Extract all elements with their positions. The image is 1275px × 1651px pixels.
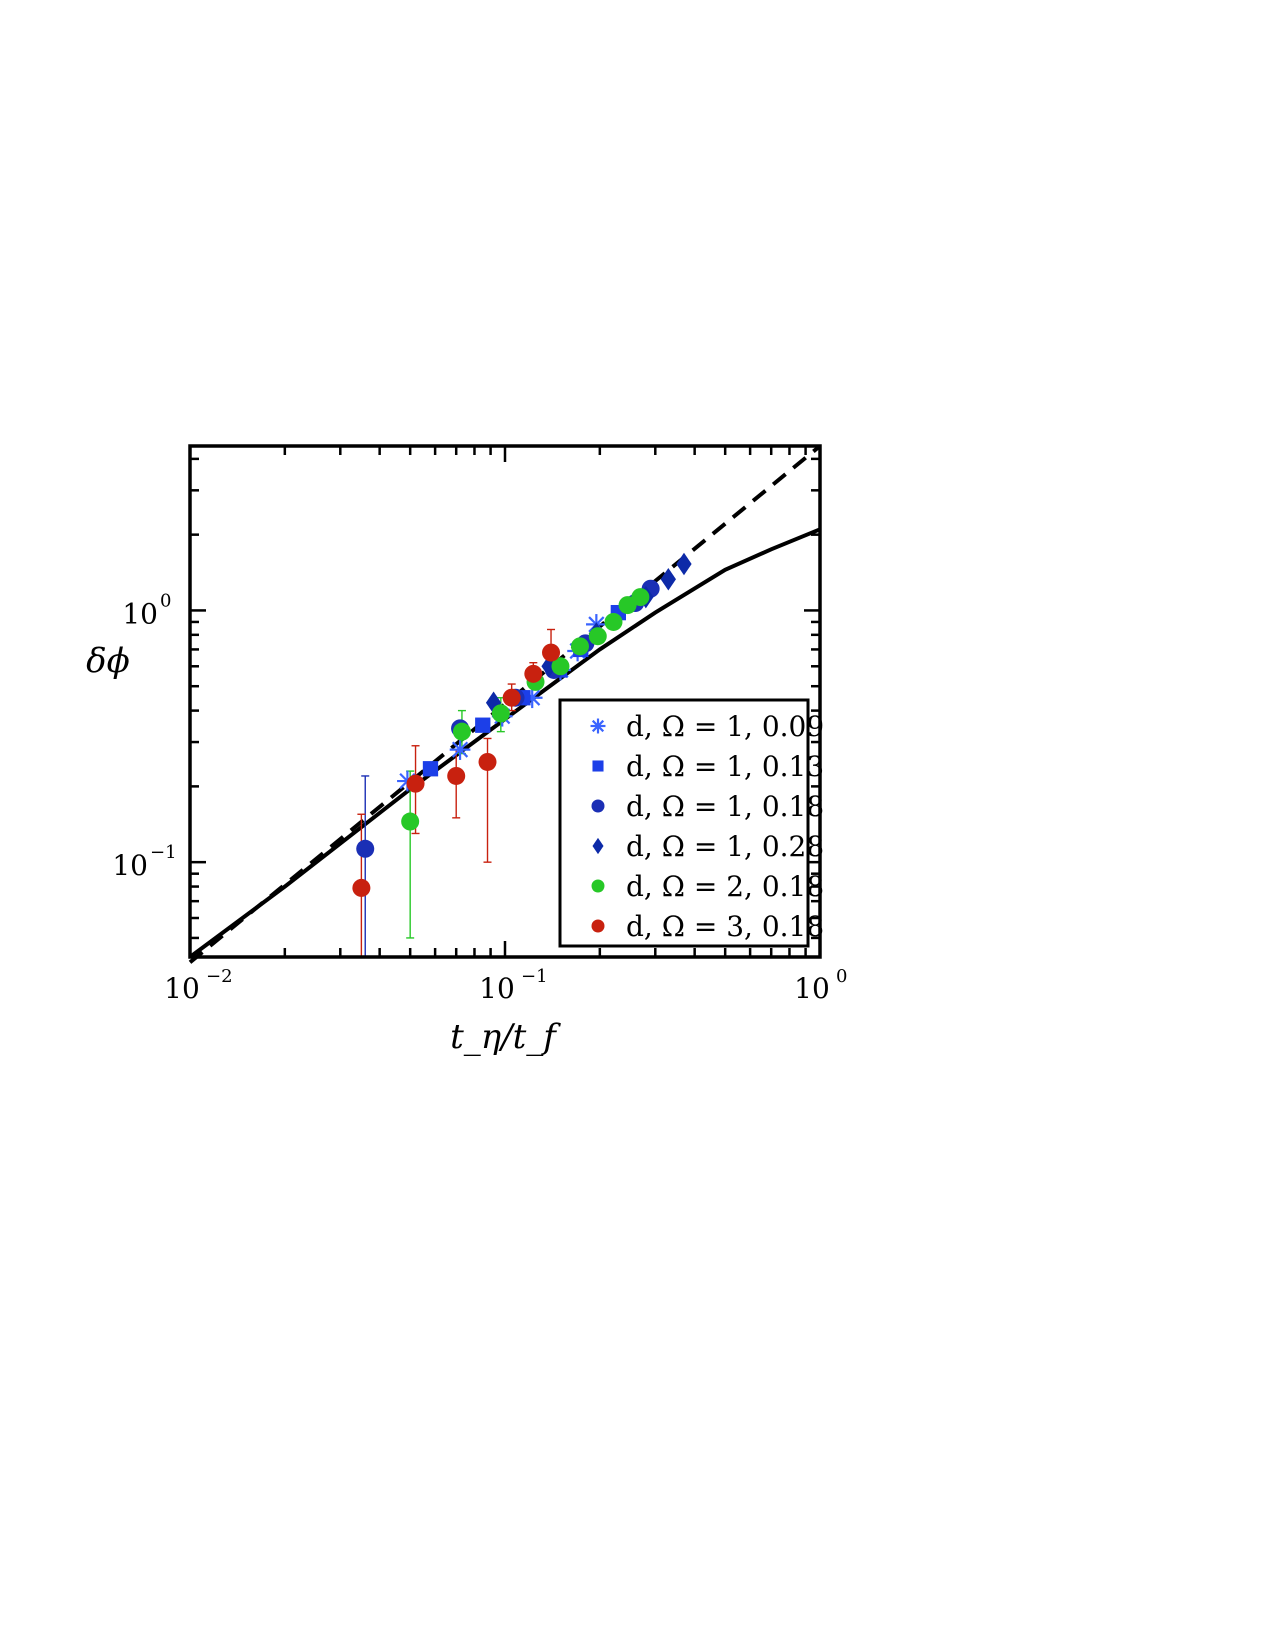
legend-marker: [590, 718, 606, 734]
curves: [188, 444, 822, 964]
data-point: [604, 612, 623, 631]
x-tick-labels: 10 −2 10 −1 10 0: [164, 966, 847, 1005]
data-point: [676, 552, 692, 576]
data-point: [542, 643, 561, 662]
data-point: [422, 761, 439, 777]
legend-marker: [591, 879, 605, 893]
legend-label: d, Ω = 1, 0.18: [626, 790, 824, 823]
legend-marker: [592, 837, 604, 855]
legend-label: d, Ω = 1, 0.09: [626, 710, 824, 743]
legend-label: d, Ω = 1, 0.28: [626, 830, 824, 863]
data-point: [447, 766, 466, 785]
legend-label: d, Ω = 2, 0.18: [626, 870, 824, 903]
data-point: [524, 664, 543, 683]
legend-marker: [592, 760, 604, 772]
x-tick-label: 10: [164, 972, 200, 1005]
y-tick-label: 10: [112, 849, 148, 882]
y-tick-label-exponent: 0: [160, 590, 171, 611]
x-tick-label-exponent: 0: [836, 966, 847, 987]
plot-frame: [188, 444, 822, 959]
data-points: [352, 552, 692, 897]
data-point: [631, 588, 650, 607]
legend-marker: [591, 919, 605, 933]
data-point: [475, 717, 491, 733]
y-tick-label-exponent: −1: [150, 842, 177, 863]
y-axis-label: δϕ: [86, 641, 130, 681]
y-tick-label: 10: [122, 597, 158, 630]
x-tick-label-exponent: −1: [521, 966, 548, 987]
x-tick-label: 10: [794, 972, 830, 1005]
data-point: [588, 627, 607, 646]
solid-curve: [188, 527, 821, 959]
x-tick-label-exponent: −2: [206, 966, 233, 987]
data-point: [491, 704, 510, 723]
data-point: [660, 568, 676, 591]
data-point: [449, 739, 471, 760]
data-point: [401, 812, 420, 831]
data-point: [406, 774, 425, 793]
dashed-curve: [188, 444, 822, 964]
x-tick-label: 10: [479, 972, 515, 1005]
error-bars: [357, 628, 556, 957]
data-point: [478, 752, 497, 771]
legend-marker: [591, 799, 605, 813]
x-axis-label: t_η/t_f: [450, 1017, 561, 1057]
data-point: [452, 722, 471, 741]
legend-label: d, Ω = 3, 0.18: [626, 910, 824, 943]
data-point: [356, 839, 375, 858]
data-point: [521, 687, 543, 709]
data-point: [551, 657, 570, 676]
data-point: [618, 596, 637, 615]
error-bar: [406, 770, 415, 939]
error-bar: [361, 775, 370, 957]
legend-label: d, Ω = 1, 0.13: [626, 750, 824, 783]
data-point: [502, 688, 521, 707]
legend-box: [558, 698, 810, 948]
legend: d, Ω = 1, 0.09 d, Ω = 1, 0.13 d, Ω = 1, 0.…: [558, 698, 824, 948]
data-point: [352, 878, 371, 897]
data-point: [570, 637, 589, 656]
